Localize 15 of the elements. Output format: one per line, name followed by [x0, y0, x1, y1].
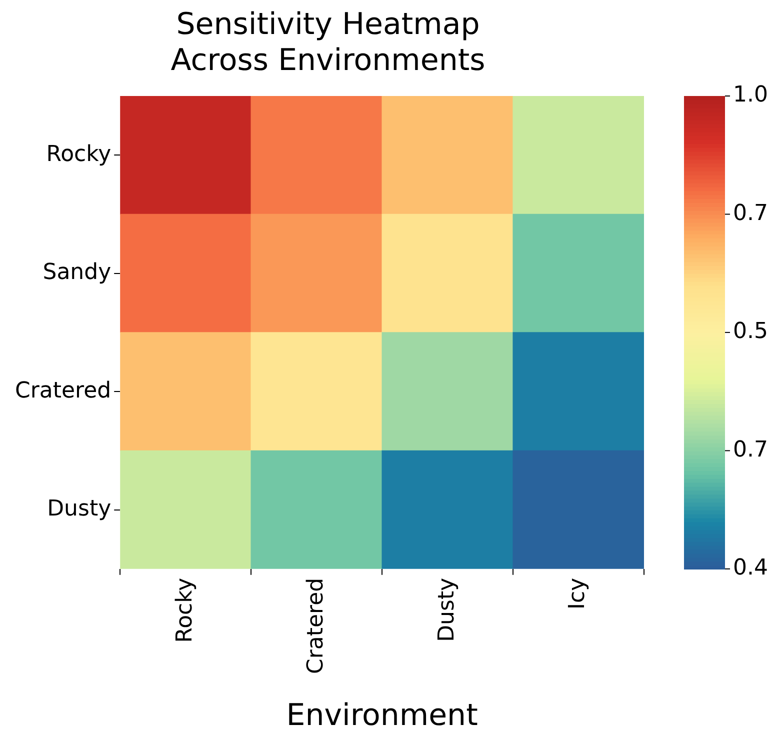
text: 0.7	[733, 200, 768, 226]
y-tick-label: Rocky	[46, 142, 112, 167]
y-tick-label: Cratered	[14, 378, 112, 404]
y-tick-label: Dusty	[47, 496, 112, 522]
chart-title: Sensitivity Heatmap Across Environments	[170, 6, 486, 78]
x-tick-label: Cratered	[303, 578, 328, 674]
color-bar-label: 0.4	[733, 556, 768, 581]
x-tick-label: Rocky	[172, 578, 198, 643]
text: 0.7	[733, 437, 768, 462]
y-tick-label: Sandy	[42, 260, 112, 286]
text: 0.5	[733, 319, 768, 344]
x-tick-label: Dusty	[434, 578, 460, 642]
color-bar-label: 1.0	[733, 82, 768, 108]
x-tick-label: Icy	[565, 578, 590, 610]
x-axis-title: Environment	[286, 698, 478, 733]
